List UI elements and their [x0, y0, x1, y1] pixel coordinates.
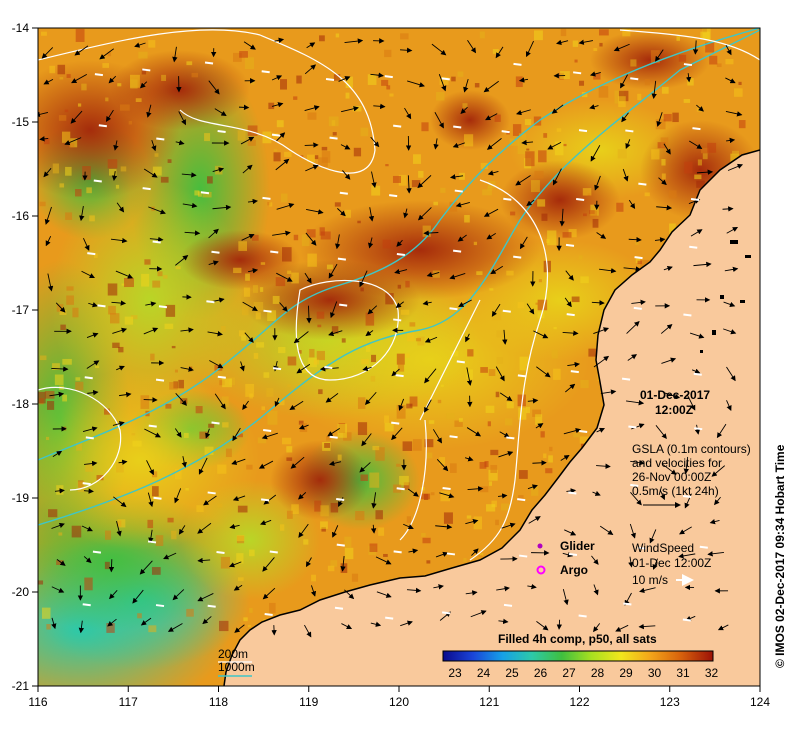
glider-label: Glider [560, 539, 595, 553]
depth-1000-label: 1000m [218, 660, 255, 674]
lat-tick-label: -14 [12, 21, 30, 35]
gsla-line-1: GSLA (0.1m contours) [632, 442, 751, 456]
colorbar-tick-label: 30 [648, 666, 662, 680]
wind-line-2: 01-Dec 12:00Z [632, 556, 711, 570]
latitude-axis: -14 -15 -16 -17 -18 -19 -20 -21 [12, 21, 38, 693]
lon-tick-label: 116 [28, 695, 47, 709]
colorbar-tick-label: 23 [448, 666, 462, 680]
gsla-line-3: 26-Nov 00:00Z [632, 470, 711, 484]
colorbar-tick-label: 29 [619, 666, 633, 680]
colorbar-tick-label: 26 [534, 666, 548, 680]
map-time: 12:00Z [655, 403, 693, 417]
lon-tick-label: 123 [660, 695, 680, 709]
lon-tick-label: 120 [389, 695, 409, 709]
credit-container: © IMOS 02-Dec-2017 09:34 Hobart Time [764, 0, 794, 700]
argo-label: Argo [560, 563, 588, 577]
lon-tick-label: 117 [119, 695, 138, 709]
colorbar-tick-label: 27 [562, 666, 576, 680]
colorbar-tick-label: 28 [591, 666, 605, 680]
lat-tick-label: -21 [12, 679, 30, 693]
colorbar-title: Filled 4h comp, p50, all sats [498, 632, 657, 646]
lat-tick-label: -16 [12, 209, 30, 223]
colorbar-tick-label: 24 [477, 666, 491, 680]
colorbar-tick-label: 32 [705, 666, 719, 680]
lon-tick-label: 118 [209, 695, 228, 709]
glider-marker [538, 544, 543, 549]
gsla-line-2: and velocities for [632, 456, 722, 470]
credit-text: © IMOS 02-Dec-2017 09:34 Hobart Time [773, 444, 787, 668]
gsla-line-4: 0.5m/s (1kt 24h) [632, 484, 719, 498]
wind-line-1: WindSpeed [632, 541, 694, 555]
wind-scale-label: 10 m/s [632, 573, 668, 587]
lat-tick-label: -19 [12, 491, 30, 505]
lat-tick-label: -20 [12, 585, 30, 599]
lat-tick-label: -18 [12, 397, 30, 411]
map-date: 01-Dec-2017 [640, 388, 710, 402]
colorbar-tick-label: 31 [676, 666, 690, 680]
depth-200-label: 200m [218, 647, 248, 661]
credit-svg: © IMOS 02-Dec-2017 09:34 Hobart Time [764, 0, 794, 700]
sst-field [0, 28, 769, 720]
colorbar [443, 651, 713, 661]
lat-tick-label: -15 [12, 115, 30, 129]
colorbar-tick-label: 25 [505, 666, 519, 680]
lon-tick-label: 119 [299, 695, 318, 709]
lon-tick-label: 122 [569, 695, 589, 709]
lat-tick-label: -17 [12, 303, 30, 317]
lon-tick-label: 121 [479, 695, 499, 709]
